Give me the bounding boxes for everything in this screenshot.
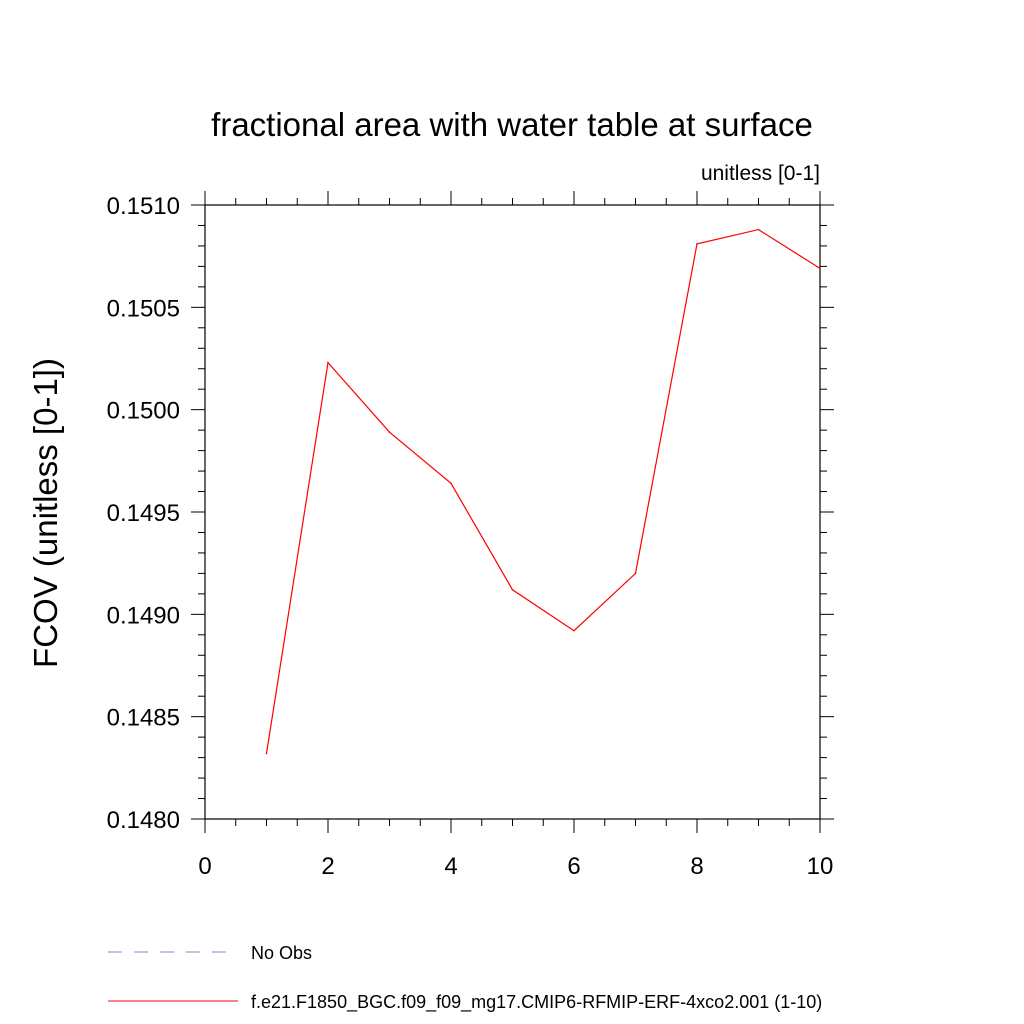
x-tick-label: 4 [444,853,457,880]
x-tick-label: 10 [807,853,834,880]
y-axis-label: FCOV (unitless [0-1]) [27,358,64,668]
data-point [696,243,698,245]
x-tick-label: 8 [690,853,703,880]
axis-ticks: 0 2 4 6 8 10 0.1480 0.1485 0.1490 0.1495 0.1500 0.1… [107,191,834,880]
legend-label: f.e21.F1850_BGC.f09_f09_mg17.CMIP6-RFMIP… [251,992,822,1013]
data-point [819,267,821,270]
data-point [388,431,391,433]
data-point [757,228,760,231]
y-tick-label: 0.1500 [107,398,180,425]
series-line [265,228,821,754]
series-lines [265,228,821,755]
data-point [327,361,329,364]
data-point [265,752,268,755]
y-tick-label: 0.1495 [107,500,180,527]
x-tick-label: 2 [321,853,334,880]
legend-label: No Obs [251,943,312,963]
y-tick-label: 0.1480 [107,807,180,834]
y-tick-label: 0.1485 [107,705,180,732]
data-point [450,482,452,485]
chart-title: fractional area with water table at surf… [211,106,813,143]
data-point [573,629,575,632]
plot-frame [204,204,821,820]
data-point [511,588,514,591]
y-tick-label: 0.1505 [107,295,180,322]
chart-subtitle: unitless [0-1] [701,162,820,185]
y-tick-label: 0.1490 [107,602,180,629]
data-point [634,572,637,575]
y-tick-label: 0.1510 [107,193,180,220]
legend: No Obs f.e21.F1850_BGC.f09_f09_mg17.CMIP6… [108,943,822,1013]
x-tick-label: 6 [567,853,580,880]
x-tick-label: 0 [198,853,211,880]
